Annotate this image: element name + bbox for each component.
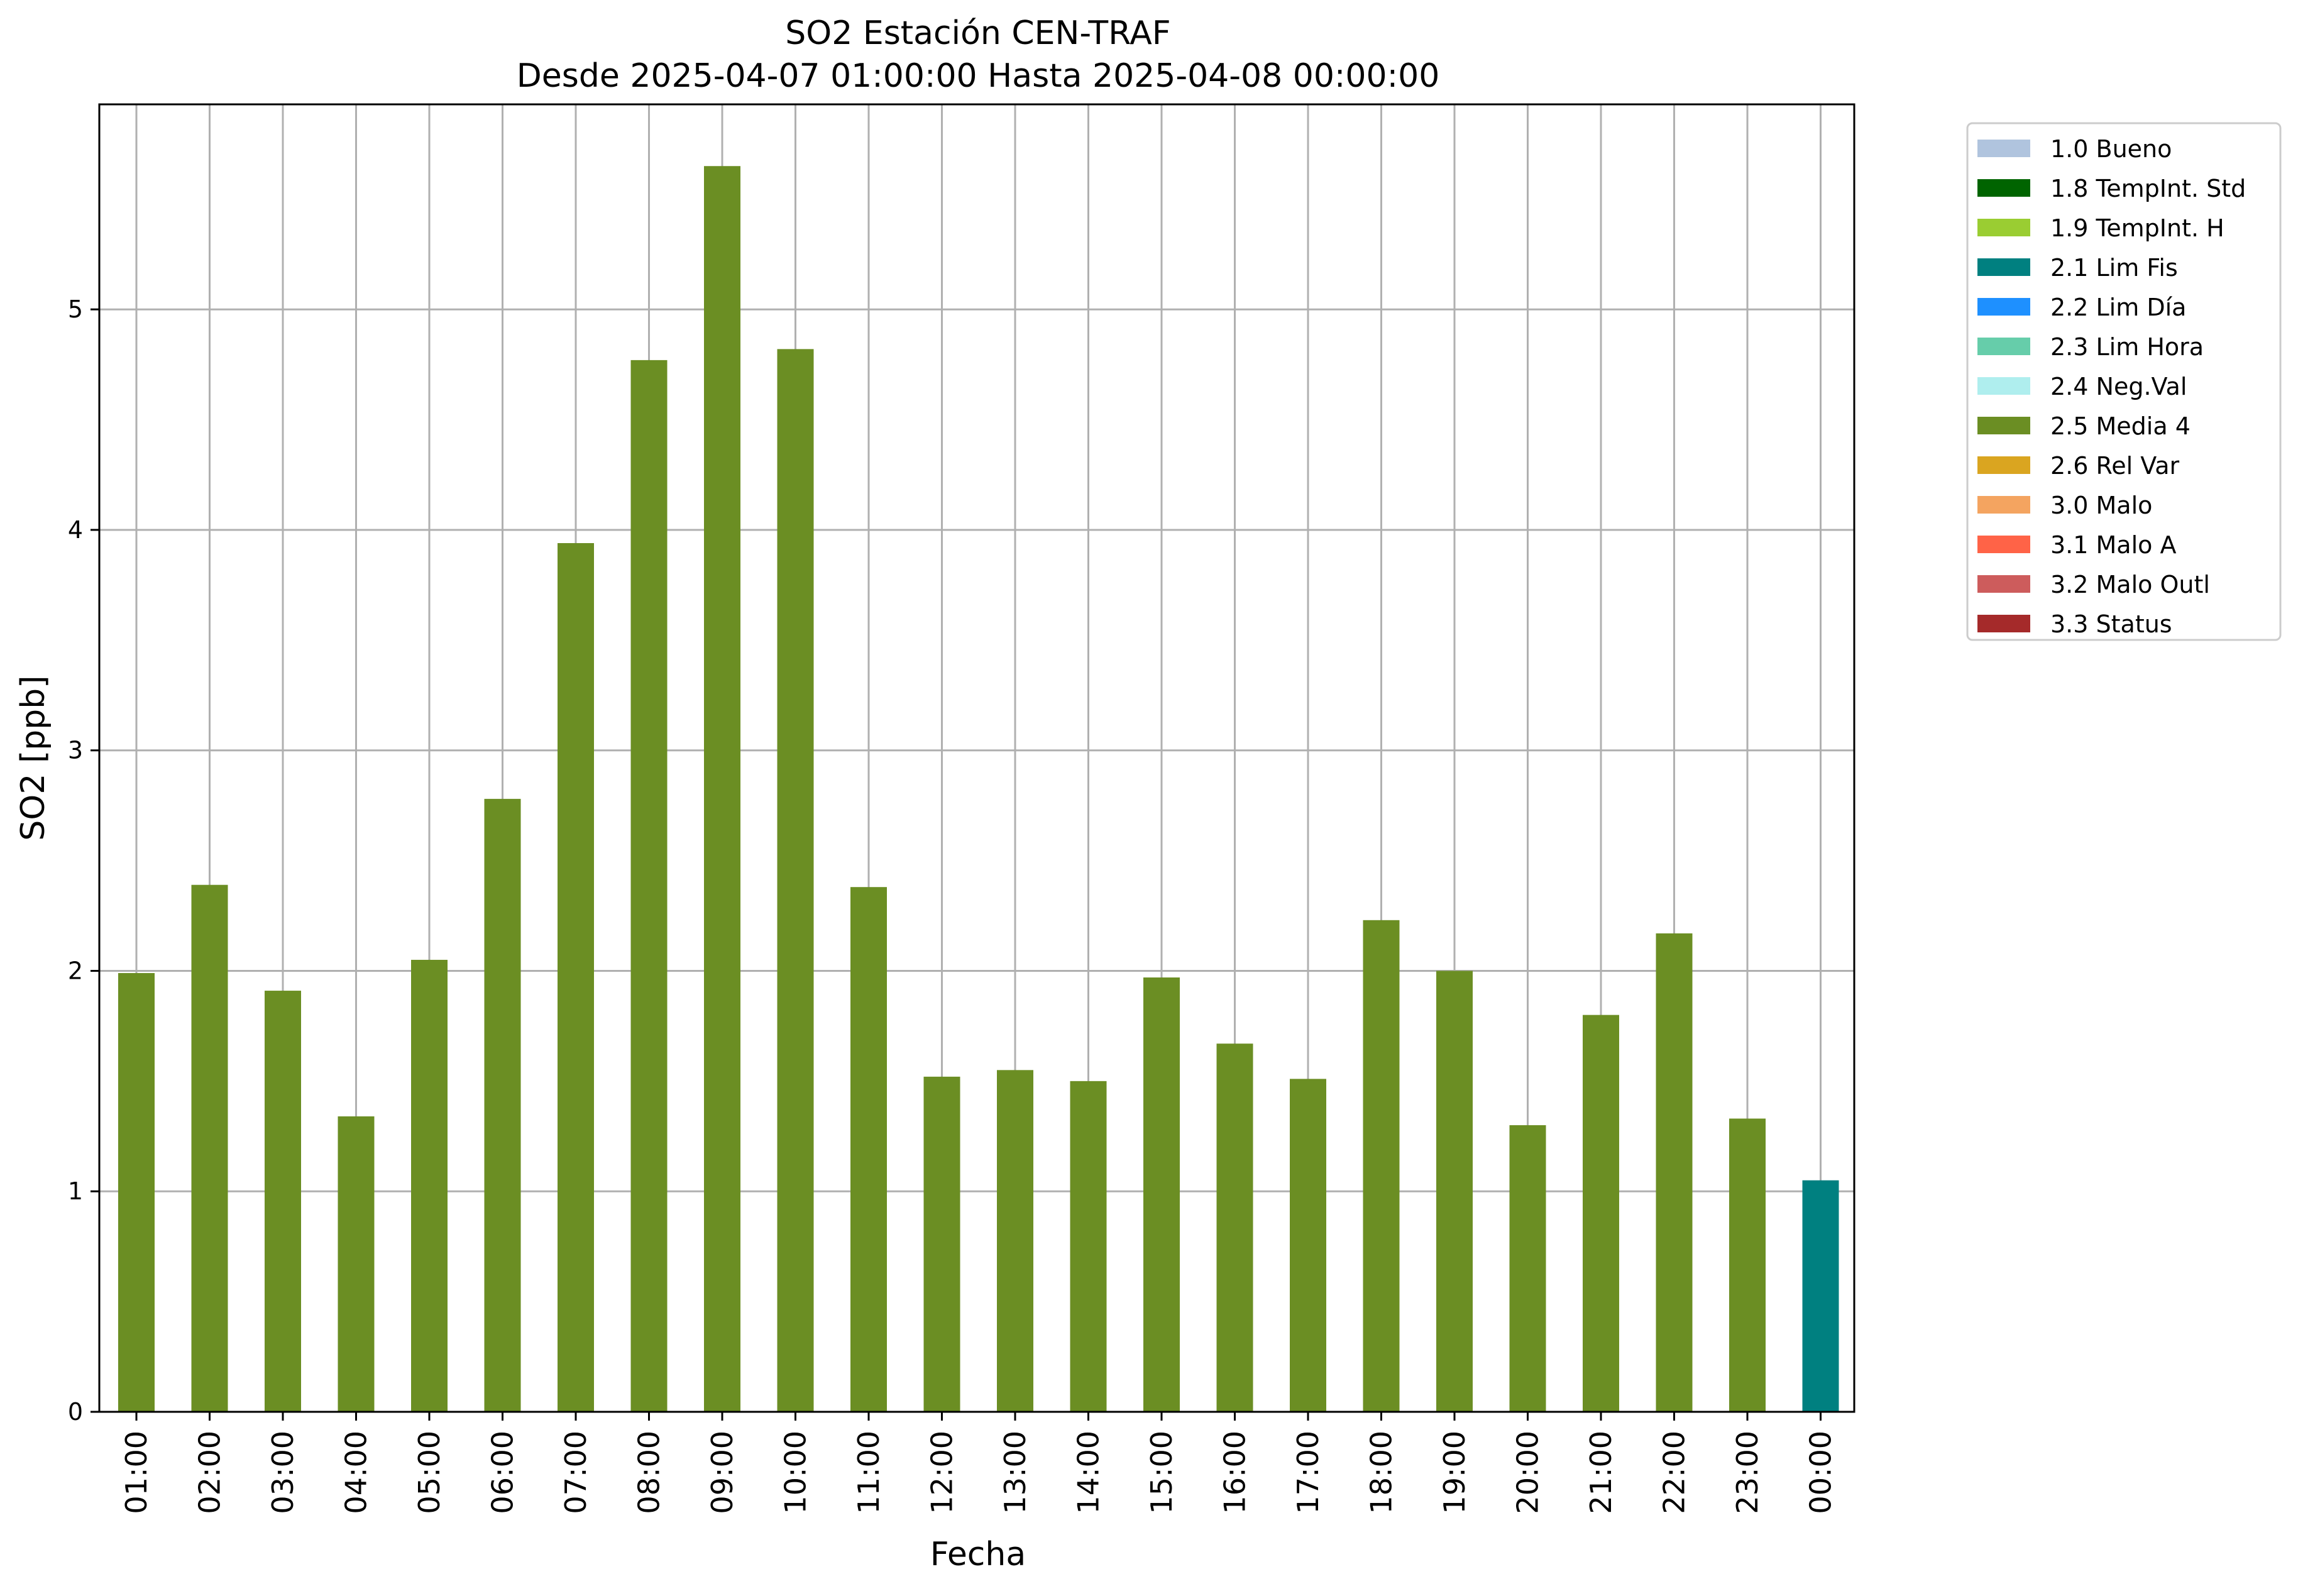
bar [558,543,594,1412]
legend-swatch [1977,140,2030,157]
x-tick-label: 18:00 [1365,1431,1399,1514]
x-tick-label: 08:00 [632,1431,666,1514]
bar [704,166,740,1412]
y-tick-label: 2 [68,957,83,984]
bar [484,798,521,1412]
x-tick-label: 05:00 [412,1431,446,1514]
x-tick-label: 16:00 [1218,1431,1252,1514]
legend-label: 3.0 Malo [2050,492,2152,519]
x-tick-label: 09:00 [705,1431,739,1514]
bar [338,1116,375,1412]
y-tick-label: 3 [68,737,83,764]
legend-swatch [1977,536,2030,553]
x-tick-label: 23:00 [1730,1431,1764,1514]
legend-label: 1.0 Bueno [2050,135,2172,163]
x-tick-label: 21:00 [1584,1431,1618,1514]
bar [777,349,814,1412]
x-tick-label: 15:00 [1145,1431,1179,1514]
bar [923,1076,960,1412]
legend-swatch [1977,338,2030,355]
x-tick-label: 10:00 [779,1431,813,1514]
legend-swatch [1977,496,2030,514]
bar [411,959,448,1412]
x-tick-label: 04:00 [339,1431,373,1514]
bar [1802,1180,1839,1412]
bar [191,884,228,1412]
bar [997,1070,1033,1412]
y-tick-label: 1 [68,1177,83,1205]
x-axis-ticks: 01:00 02:00 03:00 04:00 05:00 06:00 07:00 08:00… [119,1412,1838,1514]
legend-label: 2.2 Lim Día [2050,294,2186,321]
plot-frame [98,103,1855,1413]
legend-swatch [1977,615,2030,632]
x-tick-label: 06:00 [486,1431,520,1514]
bar [850,887,887,1412]
bar [265,991,301,1412]
legend-swatch [1977,298,2030,316]
bar [1363,920,1400,1412]
bar [1216,1043,1253,1412]
legend-label: 3.3 Status [2050,610,2172,638]
bar [1656,933,1693,1412]
bar [1290,1079,1326,1412]
chart-title: SO2 Estación CEN-TRAF [785,14,1170,52]
legend-label: 1.9 TempInt. H [2050,214,2224,242]
bars [118,166,1839,1412]
bar [1729,1118,1766,1412]
legend-label: 2.1 Lim Fis [2050,254,2178,282]
legend-label: 3.1 Malo A [2050,531,2176,559]
y-tick-label: 4 [68,516,83,544]
legend-label: 3.2 Malo Outl [2050,571,2210,598]
x-tick-label: 02:00 [193,1431,227,1514]
y-axis-label: SO2 [ppb] [14,675,52,840]
bar [1509,1125,1546,1412]
y-tick-label: 5 [68,295,83,323]
y-tick-label: 0 [68,1398,83,1426]
x-tick-label: 07:00 [559,1431,593,1514]
legend-swatch [1977,575,2030,593]
legend-label: 2.5 Media 4 [2050,412,2191,440]
legend-swatch [1977,179,2030,197]
legend-label: 2.6 Rel Var [2050,452,2180,480]
x-tick-label: 03:00 [266,1431,300,1514]
legend-label: 1.8 TempInt. Std [2050,175,2246,202]
x-axis-label: Fecha [930,1536,1026,1573]
x-tick-label: 12:00 [925,1431,959,1514]
x-tick-label: 20:00 [1511,1431,1545,1514]
bar [1070,1081,1107,1412]
bar [118,972,155,1412]
legend-label: 2.3 Lim Hora [2050,333,2204,361]
y-axis-ticks: 0 1 2 3 4 5 [68,295,99,1426]
x-tick-label: 17:00 [1291,1431,1325,1514]
x-tick-label: 19:00 [1438,1431,1471,1514]
legend-swatch [1977,456,2030,474]
legend-swatch [1977,219,2030,236]
x-tick-label: 11:00 [852,1431,886,1514]
legend-swatch [1977,377,2030,395]
bar [1436,971,1473,1412]
x-tick-label: 13:00 [998,1431,1032,1514]
x-tick-label: 14:00 [1072,1431,1106,1514]
x-tick-label: 22:00 [1658,1431,1691,1514]
legend-swatch [1977,258,2030,276]
legend-swatch [1977,417,2030,434]
bar [630,360,668,1412]
bar [1143,977,1180,1412]
chart-subtitle: Desde 2025-04-07 01:00:00 Hasta 2025-04-… [517,57,1440,95]
legend-frame [1966,122,2282,641]
legend: 1.0 Bueno 1.8 TempInt. Std 1.9 TempInt. H 2… [1966,122,2282,641]
x-tick-label: 00:00 [1804,1431,1838,1514]
legend-label: 2.4 Neg.Val [2050,373,2187,400]
x-tick-label: 01:00 [119,1431,153,1514]
bar [1583,1015,1619,1412]
